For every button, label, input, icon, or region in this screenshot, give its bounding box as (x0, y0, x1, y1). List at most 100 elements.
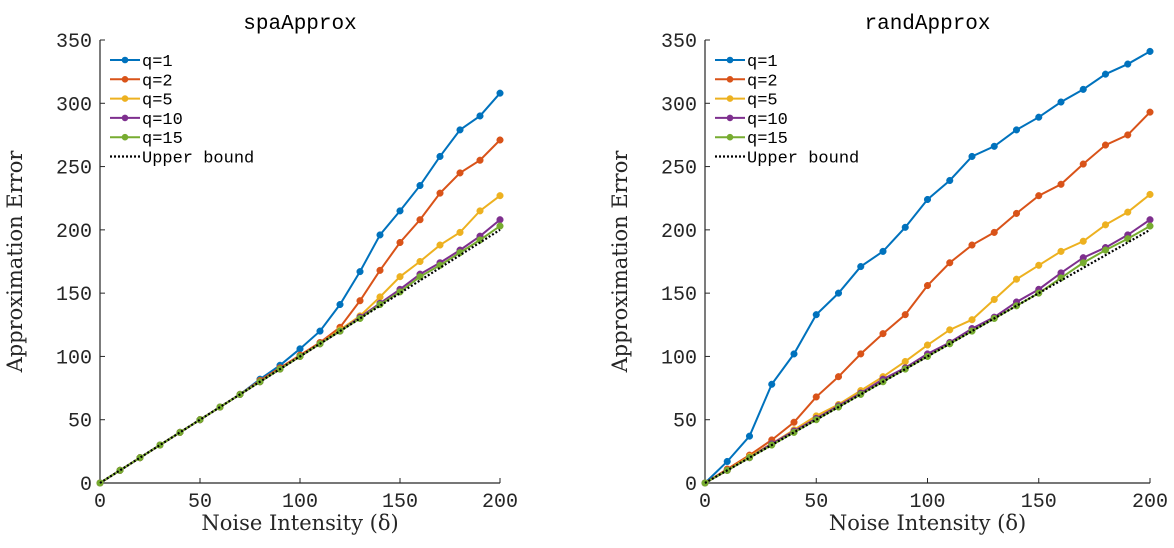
data-point (946, 259, 954, 267)
data-point (456, 126, 464, 134)
data-point (496, 89, 504, 97)
data-point (436, 189, 444, 197)
data-point (1035, 261, 1043, 269)
x-tick-label: 0 (94, 491, 106, 514)
x-tick-label: 50 (188, 491, 212, 514)
legend-entry: Upper bound (142, 150, 254, 169)
data-point (745, 432, 754, 440)
data-point (879, 247, 887, 255)
y-tick-label: 300 (661, 94, 697, 117)
legend-entry: q=15 (142, 130, 183, 149)
data-point (396, 238, 404, 247)
y-tick-label: 0 (80, 474, 92, 497)
data-point (456, 228, 464, 236)
data-point (356, 268, 364, 276)
data-point (436, 152, 444, 160)
x-tick-label: 150 (382, 491, 418, 514)
data-point (968, 316, 976, 324)
data-point (723, 457, 731, 466)
data-point (1101, 221, 1110, 229)
series-q-5 (96, 192, 504, 487)
y-tick-label: 150 (661, 284, 697, 307)
data-point (376, 293, 384, 301)
y-tick-label: 200 (56, 221, 92, 244)
y-tick-label: 250 (661, 158, 697, 181)
data-point (1124, 208, 1132, 216)
data-point (968, 241, 976, 249)
data-point (376, 266, 384, 274)
data-point (857, 350, 865, 358)
legend-entry: q=2 (747, 72, 778, 91)
data-point (1012, 126, 1021, 134)
legend-entry: q=1 (142, 53, 173, 72)
series-q-1 (701, 47, 1154, 487)
legend-marker (726, 95, 734, 102)
y-axis-label: Approximation Error (608, 150, 632, 374)
data-point (1057, 98, 1065, 106)
legend-entry: q=10 (747, 111, 788, 130)
legend-marker (121, 133, 129, 141)
data-point (316, 327, 324, 335)
data-point (812, 311, 820, 319)
x-tick-label: 200 (482, 491, 518, 514)
data-point (396, 273, 404, 281)
data-point (1101, 141, 1110, 149)
series-q-2 (96, 136, 504, 487)
legend-marker (726, 114, 734, 122)
data-point (923, 341, 932, 349)
data-point (1124, 60, 1132, 68)
legend-entry: q=15 (747, 130, 788, 149)
data-point (768, 380, 776, 388)
y-tick-label: 300 (56, 94, 92, 117)
x-tick-label: 0 (699, 491, 711, 514)
data-point (834, 373, 843, 381)
y-tick-label: 50 (68, 411, 92, 434)
chart-title: spaApprox (243, 13, 356, 36)
data-point (901, 223, 909, 231)
data-point (1146, 108, 1154, 116)
data-point (396, 207, 404, 215)
data-point (1146, 190, 1154, 198)
data-point (1101, 246, 1110, 254)
series-upper-bound (704, 228, 1151, 484)
data-point (1035, 113, 1043, 121)
data-point (496, 216, 504, 224)
data-point (790, 350, 798, 358)
data-point (1146, 47, 1154, 55)
data-point (1146, 222, 1154, 230)
data-point (456, 169, 464, 177)
legend-entry: q=1 (747, 53, 778, 72)
legend-marker (121, 76, 129, 83)
data-point (1057, 247, 1065, 255)
data-point (1079, 259, 1087, 267)
data-point (857, 263, 865, 271)
legend-marker (726, 56, 734, 64)
legend-marker (726, 133, 734, 141)
data-point (416, 216, 424, 224)
data-point (1079, 237, 1087, 245)
chart-spaapprox: spaApprox 0 50 100 150 200 0 50 100 150 200 250 300 3… (3, 13, 518, 535)
y-tick-label: 350 (56, 31, 92, 54)
x-axis-label: Noise Intensity (δ) (829, 511, 1026, 535)
data-point (1079, 85, 1087, 93)
y-axis-label: Approximation Error (3, 150, 27, 374)
legend-entry: q=10 (142, 111, 183, 130)
data-point (923, 281, 932, 290)
series-line (704, 228, 1151, 484)
data-point (901, 357, 909, 366)
data-point (1101, 70, 1110, 78)
data-point (923, 195, 932, 204)
data-point (812, 393, 820, 401)
x-tick-label: 50 (804, 491, 828, 514)
x-tick-label: 150 (1021, 491, 1057, 514)
legend-marker (121, 95, 129, 102)
data-point (901, 311, 909, 319)
data-point (1012, 275, 1021, 283)
data-point (436, 241, 444, 249)
x-tick-label: 200 (1132, 491, 1168, 514)
y-tick-label: 200 (661, 221, 697, 244)
data-point (296, 345, 304, 353)
y-tick-label: 100 (661, 347, 697, 370)
legend-entry: q=5 (142, 92, 173, 111)
data-point (476, 207, 484, 215)
